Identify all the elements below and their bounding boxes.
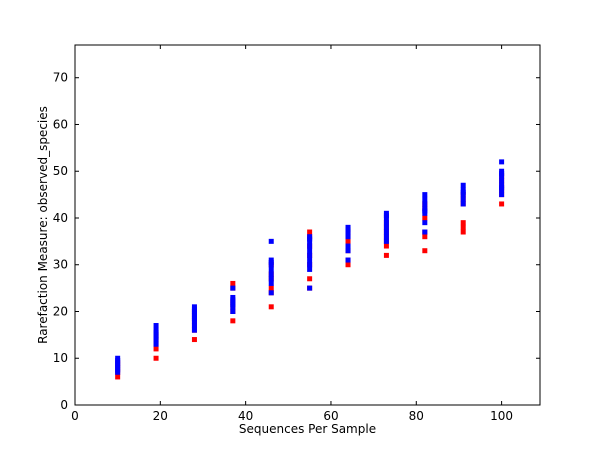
data-point [345, 257, 351, 263]
data-point [307, 285, 313, 291]
data-point [153, 355, 159, 361]
data-point [268, 266, 274, 272]
data-point [191, 337, 197, 343]
y-tick-label: 60 [53, 117, 68, 131]
data-point [115, 374, 121, 380]
data-point [499, 201, 505, 207]
data-point [383, 238, 389, 244]
y-tick-label: 0 [60, 398, 68, 412]
data-point [345, 248, 351, 254]
data-point [499, 192, 505, 198]
y-tick-label: 70 [53, 71, 68, 85]
data-point [153, 346, 159, 352]
x-tick-label: 80 [409, 409, 424, 423]
data-point [307, 229, 313, 235]
y-tick-label: 50 [53, 164, 68, 178]
data-point [230, 285, 236, 291]
data-point [153, 327, 159, 333]
data-point [268, 238, 274, 244]
data-point [345, 262, 351, 268]
y-tick-label: 30 [53, 258, 68, 272]
data-point [230, 294, 236, 300]
data-point [230, 308, 236, 314]
data-point [422, 192, 428, 198]
data-point [191, 327, 197, 333]
y-tick-label: 10 [53, 351, 68, 365]
data-point [307, 257, 313, 263]
y-axis-label: Rarefaction Measure: observed_species [36, 106, 50, 344]
data-point [460, 182, 466, 188]
data-point [499, 178, 505, 184]
x-tick-label: 20 [153, 409, 168, 423]
data-point [268, 276, 274, 282]
data-point [307, 262, 313, 268]
data-point [230, 280, 236, 286]
x-tick-label: 0 [71, 409, 79, 423]
x-tick-label: 40 [238, 409, 253, 423]
data-point [115, 355, 121, 361]
data-point [383, 220, 389, 226]
data-point [153, 323, 159, 329]
data-point [345, 243, 351, 249]
data-point [460, 224, 466, 230]
data-point [230, 318, 236, 324]
data-point [345, 234, 351, 240]
data-point [191, 323, 197, 329]
data-point [268, 280, 274, 286]
y-tick-label: 20 [53, 304, 68, 318]
data-point [460, 196, 466, 202]
data-point [422, 248, 428, 254]
data-point [307, 266, 313, 272]
data-point [460, 220, 466, 226]
data-point [383, 224, 389, 230]
data-point [307, 243, 313, 249]
data-point [345, 238, 351, 244]
data-point [268, 271, 274, 277]
data-point [307, 252, 313, 258]
data-point [460, 187, 466, 193]
data-point [268, 285, 274, 291]
data-point [307, 276, 313, 282]
data-point [499, 182, 505, 188]
data-point [499, 168, 505, 174]
data-point [307, 248, 313, 254]
data-point [460, 201, 466, 207]
data-point [191, 304, 197, 310]
data-point [383, 234, 389, 240]
data-point [383, 252, 389, 258]
data-point [383, 243, 389, 249]
data-point [422, 196, 428, 202]
data-point [307, 234, 313, 240]
data-point [345, 224, 351, 230]
data-point [460, 229, 466, 235]
data-point [268, 290, 274, 296]
data-point [383, 229, 389, 235]
data-point [268, 304, 274, 310]
data-point [422, 234, 428, 240]
data-point [499, 159, 505, 165]
plot-frame [74, 44, 541, 406]
data-point [422, 220, 428, 226]
y-tick-label: 40 [53, 211, 68, 225]
x-tick-label: 100 [490, 409, 513, 423]
data-point [422, 229, 428, 235]
data-point [422, 201, 428, 207]
plot-points [115, 159, 505, 380]
data-point [422, 206, 428, 212]
x-tick-label: 60 [323, 409, 338, 423]
data-point [268, 257, 274, 263]
data-point [422, 215, 428, 221]
y-axis-ticks: 0 10 20 30 40 50 60 70 [53, 71, 540, 412]
data-point [153, 341, 159, 347]
data-point [383, 210, 389, 216]
x-axis-label: Sequences Per Sample [239, 422, 376, 436]
x-axis-ticks: 0 20 40 60 80 100 [71, 45, 513, 423]
